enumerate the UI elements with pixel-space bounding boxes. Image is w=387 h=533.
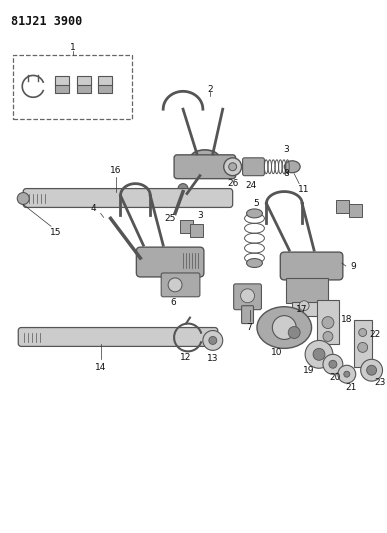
Bar (190, 224, 203, 237)
Ellipse shape (247, 259, 262, 268)
FancyBboxPatch shape (280, 252, 343, 280)
Text: 24: 24 (245, 181, 256, 190)
FancyBboxPatch shape (243, 158, 264, 176)
Bar (349, 205, 362, 217)
FancyBboxPatch shape (174, 155, 236, 179)
FancyBboxPatch shape (136, 247, 204, 277)
Text: 25: 25 (164, 214, 176, 223)
FancyBboxPatch shape (161, 273, 200, 297)
Text: 1: 1 (70, 43, 76, 52)
FancyBboxPatch shape (23, 189, 233, 207)
Circle shape (288, 327, 300, 338)
Circle shape (241, 289, 255, 303)
Circle shape (338, 365, 356, 383)
FancyBboxPatch shape (241, 306, 253, 324)
Ellipse shape (284, 161, 300, 173)
Circle shape (209, 336, 217, 344)
Text: 3: 3 (197, 211, 203, 220)
Text: 7: 7 (247, 323, 252, 332)
Circle shape (305, 341, 333, 368)
Circle shape (203, 330, 223, 350)
Text: 21: 21 (345, 383, 356, 392)
Circle shape (359, 328, 366, 336)
FancyBboxPatch shape (234, 284, 262, 310)
Bar (354, 320, 372, 367)
Text: 15: 15 (50, 228, 62, 237)
Bar (180, 220, 193, 233)
Bar (98, 76, 111, 85)
Bar (317, 300, 339, 344)
Ellipse shape (247, 209, 262, 218)
Text: 17: 17 (296, 305, 308, 314)
Bar (55, 83, 69, 93)
Text: 8: 8 (283, 169, 289, 178)
Bar (77, 83, 91, 93)
Bar (98, 83, 111, 93)
Text: 81J21 3900: 81J21 3900 (11, 15, 82, 28)
Text: 18: 18 (341, 315, 353, 324)
Bar (55, 76, 69, 85)
Ellipse shape (190, 150, 220, 168)
Text: 19: 19 (303, 366, 315, 375)
Circle shape (224, 158, 241, 176)
Circle shape (323, 354, 343, 374)
FancyBboxPatch shape (18, 328, 218, 346)
Circle shape (344, 371, 350, 377)
Circle shape (178, 184, 188, 193)
FancyBboxPatch shape (286, 278, 328, 303)
Circle shape (366, 365, 377, 375)
Text: 26: 26 (227, 179, 238, 188)
Text: 16: 16 (110, 166, 121, 175)
Text: 22: 22 (369, 330, 380, 339)
Text: 9: 9 (351, 262, 357, 271)
Text: 23: 23 (374, 378, 385, 386)
Text: 2: 2 (207, 85, 212, 94)
Bar (336, 200, 349, 213)
Circle shape (322, 317, 334, 328)
Text: 3: 3 (283, 146, 289, 155)
Text: 13: 13 (207, 354, 219, 363)
Circle shape (17, 192, 29, 205)
Text: 6: 6 (170, 298, 176, 307)
Text: 20: 20 (329, 373, 341, 382)
Circle shape (229, 163, 236, 171)
Ellipse shape (257, 306, 312, 349)
Circle shape (329, 360, 337, 368)
Text: 4: 4 (91, 204, 96, 213)
Circle shape (358, 342, 368, 352)
Text: 10: 10 (271, 348, 282, 357)
Circle shape (272, 316, 296, 340)
Bar (13, 54, 132, 119)
Circle shape (168, 278, 182, 292)
Circle shape (313, 349, 325, 360)
FancyBboxPatch shape (292, 302, 322, 316)
Circle shape (361, 359, 382, 381)
Bar (77, 76, 91, 85)
Text: 14: 14 (95, 363, 106, 372)
Text: 11: 11 (298, 185, 310, 194)
Text: 5: 5 (253, 199, 259, 208)
Circle shape (299, 301, 309, 311)
Circle shape (323, 332, 333, 342)
Text: 12: 12 (180, 353, 192, 362)
